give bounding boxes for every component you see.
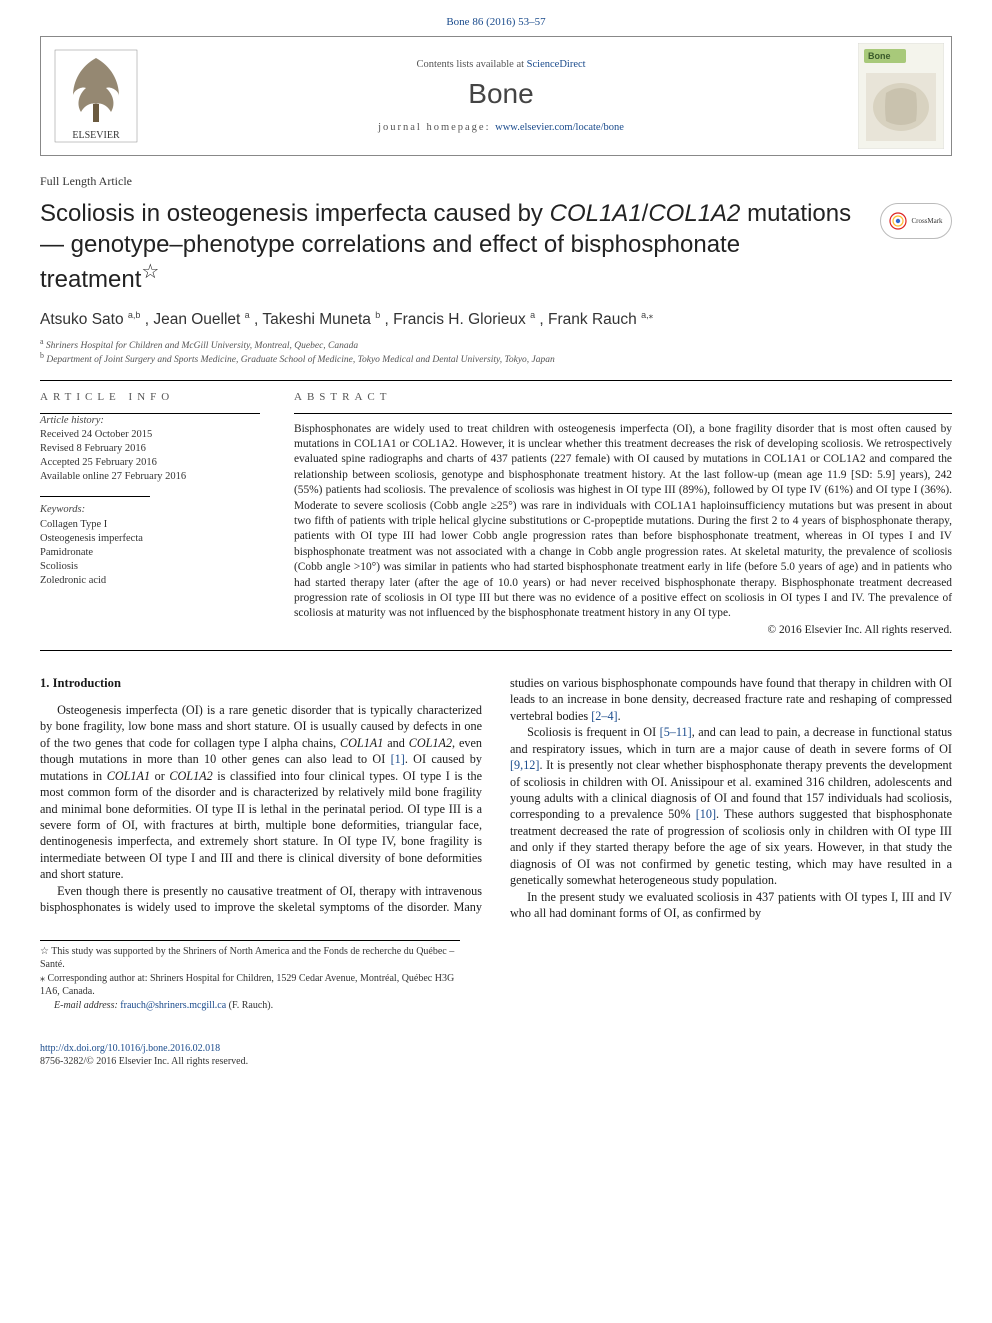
ref-9-12[interactable]: [9,12] xyxy=(510,758,539,772)
rule-top xyxy=(40,380,952,381)
author-5: , Frank Rauch a,⁎ xyxy=(539,311,653,328)
history-accepted: Accepted 25 February 2016 xyxy=(40,456,260,470)
journal-header: ELSEVIER Contents lists available at Sci… xyxy=(40,36,952,156)
intro-p3: Scoliosis is frequent in OI [5–11], and … xyxy=(510,724,952,889)
kw-2: Osteogenesis imperfecta xyxy=(40,532,260,546)
intro-p1: Osteogenesis imperfecta (OI) is a rare g… xyxy=(40,702,482,883)
page-footer: http://dx.doi.org/10.1016/j.bone.2016.02… xyxy=(40,1042,952,1068)
elsevier-logo-cell: ELSEVIER xyxy=(41,37,151,155)
article-info-column: article info Article history: Received 2… xyxy=(40,391,260,636)
title-funding-star: ☆ xyxy=(141,261,159,283)
issn-copyright: 8756-3282/© 2016 Elsevier Inc. All right… xyxy=(40,1055,952,1068)
homepage-url[interactable]: www.elsevier.com/locate/bone xyxy=(495,122,624,133)
corresponding-note: ⁎ Corresponding author at: Shriners Hosp… xyxy=(40,972,460,999)
abstract-copyright: © 2016 Elsevier Inc. All rights reserved… xyxy=(294,624,952,636)
crossmark-label: CrossMark xyxy=(911,217,942,225)
journal-name: Bone xyxy=(468,78,533,110)
rule-after-abs xyxy=(40,650,952,651)
intro-p4: In the present study we evaluated scolio… xyxy=(510,889,952,922)
affil-b: b Department of Joint Surgery and Sports… xyxy=(40,351,952,365)
abstract-column: abstract Bisphosphonates are widely used… xyxy=(294,391,952,636)
homepage-prefix: journal homepage: xyxy=(378,122,495,133)
svg-text:Bone: Bone xyxy=(868,51,891,61)
crossmark-badge[interactable]: CrossMark xyxy=(880,203,952,239)
title-text-1: Scoliosis in osteogenesis imperfecta cau… xyxy=(40,200,550,227)
kw-3: Pamidronate xyxy=(40,546,260,560)
elsevier-tree-logo: ELSEVIER xyxy=(51,46,141,146)
history-label: Article history: xyxy=(40,414,260,428)
authors-line: Atsuko Sato a,b , Jean Ouellet a , Takes… xyxy=(40,310,952,329)
article-type: Full Length Article xyxy=(40,174,952,189)
author-3: , Takeshi Muneta b xyxy=(254,311,380,328)
affil-a: a Shriners Hospital for Children and McG… xyxy=(40,337,952,351)
ref-1[interactable]: [1] xyxy=(391,752,405,766)
article-info-heading: article info xyxy=(40,391,260,403)
ref-10[interactable]: [10] xyxy=(696,807,716,821)
doi-link[interactable]: http://dx.doi.org/10.1016/j.bone.2016.02… xyxy=(40,1043,220,1054)
author-1: Atsuko Sato a,b xyxy=(40,311,140,328)
history-received: Received 24 October 2015 xyxy=(40,428,260,442)
contents-prefix: Contents lists available at xyxy=(416,59,526,70)
kw-5: Zoledronic acid xyxy=(40,574,260,588)
sciencedirect-link[interactable]: ScienceDirect xyxy=(527,59,586,70)
article-title: Scoliosis in osteogenesis imperfecta cau… xyxy=(40,199,864,296)
contents-lists-line: Contents lists available at ScienceDirec… xyxy=(416,59,585,70)
kw-1: Collagen Type I xyxy=(40,518,260,532)
email-link[interactable]: frauch@shriners.mcgill.ca xyxy=(120,1000,226,1011)
ref-5-11[interactable]: [5–11] xyxy=(660,725,692,739)
footnotes: ☆ This study was supported by the Shrine… xyxy=(40,940,460,1013)
title-gene-1: COL1A1 xyxy=(550,200,642,227)
svg-text:ELSEVIER: ELSEVIER xyxy=(72,130,120,141)
citation-line: Bone 86 (2016) 53–57 xyxy=(40,16,952,28)
homepage-line: journal homepage: www.elsevier.com/locat… xyxy=(378,122,624,133)
funding-note: ☆ This study was supported by the Shrine… xyxy=(40,945,460,972)
email-note: E-mail address: frauch@shriners.mcgill.c… xyxy=(40,999,460,1013)
intro-heading: 1. Introduction xyxy=(40,675,482,692)
body-columns: 1. Introduction Osteogenesis imperfecta … xyxy=(40,675,952,922)
header-middle: Contents lists available at ScienceDirec… xyxy=(151,37,851,155)
history-revised: Revised 8 February 2016 xyxy=(40,442,260,456)
cover-thumb-cell: Bone xyxy=(851,37,951,155)
abstract-rule xyxy=(294,413,952,414)
author-2: , Jean Ouellet a xyxy=(145,311,250,328)
ref-2-4[interactable]: [2–4] xyxy=(591,709,617,723)
info-separator xyxy=(40,496,150,497)
affiliations: a Shriners Hospital for Children and McG… xyxy=(40,337,952,365)
title-gene-2: COL1A2 xyxy=(648,200,740,227)
journal-cover-thumb: Bone xyxy=(858,43,944,149)
abstract-text: Bisphosphonates are widely used to treat… xyxy=(294,422,952,622)
keywords-label: Keywords: xyxy=(40,503,260,517)
history-online: Available online 27 February 2016 xyxy=(40,470,260,484)
author-4: , Francis H. Glorieux a xyxy=(385,311,536,328)
abstract-heading: abstract xyxy=(294,391,952,403)
crossmark-icon xyxy=(889,212,907,230)
kw-4: Scoliosis xyxy=(40,560,260,574)
